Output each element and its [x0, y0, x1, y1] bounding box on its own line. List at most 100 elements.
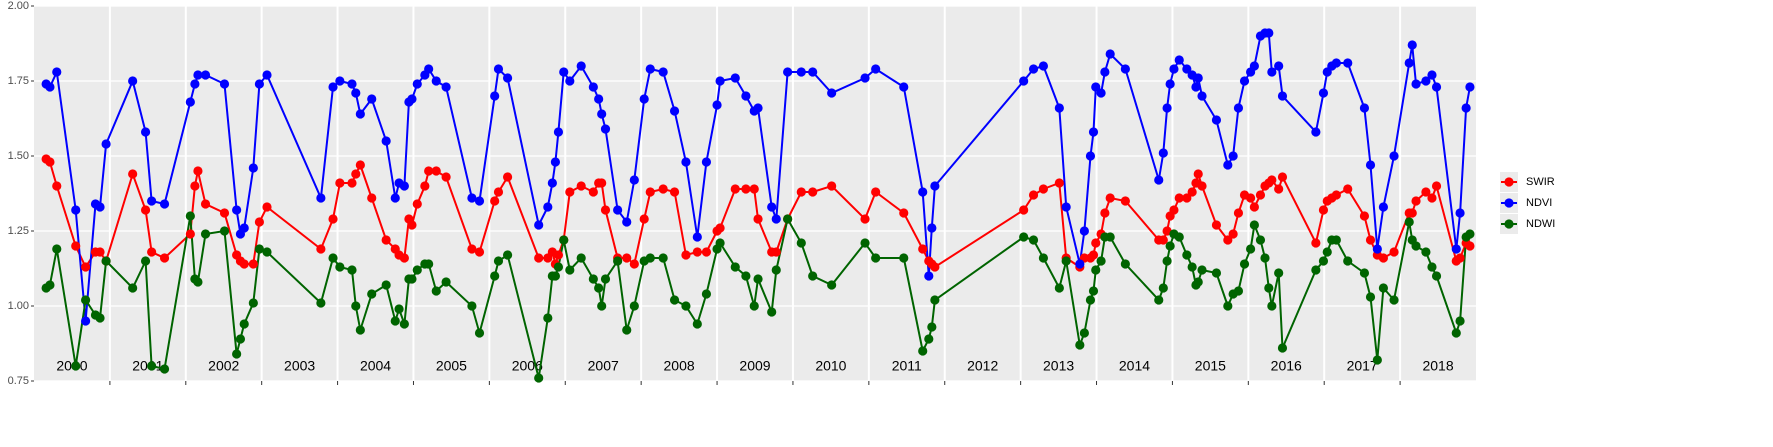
point [588, 187, 598, 197]
y-tick-label: 1.25 [8, 225, 29, 237]
point [1096, 88, 1106, 98]
y-tick-label: 1.50 [8, 150, 29, 162]
point [1311, 265, 1321, 275]
point [1182, 64, 1192, 74]
point [692, 319, 702, 329]
point [367, 289, 377, 299]
point [715, 238, 725, 248]
point [681, 250, 691, 260]
point [95, 202, 105, 212]
point [559, 235, 569, 245]
point [1182, 193, 1192, 203]
point [576, 253, 586, 263]
point [629, 301, 639, 311]
point [390, 316, 400, 326]
point [741, 184, 751, 194]
legend-label: NDWI [1526, 218, 1555, 230]
point [753, 274, 763, 284]
point [52, 244, 62, 254]
point [128, 283, 138, 293]
point [1228, 151, 1238, 161]
point [390, 193, 400, 203]
point [248, 298, 258, 308]
point [1331, 190, 1341, 200]
point [262, 202, 272, 212]
point [367, 94, 377, 104]
point [588, 274, 598, 284]
point [490, 196, 500, 206]
point [1378, 253, 1389, 263]
point [1318, 205, 1329, 215]
point [767, 202, 777, 212]
point [783, 214, 793, 224]
point [918, 244, 928, 254]
point [399, 181, 409, 191]
x-tick-label: 2007 [588, 358, 619, 374]
point [1451, 328, 1461, 338]
point [219, 208, 230, 218]
point [860, 73, 870, 83]
point [771, 214, 781, 224]
point [1162, 256, 1172, 266]
point [1343, 256, 1353, 266]
point [613, 205, 623, 215]
point [140, 127, 151, 137]
point [692, 232, 702, 242]
point [622, 325, 632, 335]
y-tick-label: 1.75 [8, 75, 29, 87]
point [658, 184, 668, 194]
point [543, 202, 553, 212]
point [550, 271, 560, 281]
point [1091, 82, 1101, 92]
point [1255, 235, 1266, 245]
point [553, 250, 564, 260]
point [335, 262, 345, 272]
point [467, 301, 477, 311]
point [783, 67, 793, 77]
point [1054, 178, 1064, 188]
point [367, 193, 377, 203]
point [1211, 268, 1222, 278]
point [715, 76, 725, 86]
point [1105, 193, 1115, 203]
point [490, 271, 500, 281]
point [502, 250, 513, 260]
point [355, 325, 365, 335]
point [1028, 64, 1039, 74]
y-tick-label: 0.75 [8, 375, 29, 387]
point [407, 274, 417, 284]
point [1372, 244, 1382, 254]
point [1359, 211, 1370, 221]
point [502, 73, 513, 83]
point [871, 64, 881, 74]
point [45, 280, 55, 290]
point [95, 313, 105, 323]
point [930, 181, 940, 191]
point [1096, 256, 1106, 266]
point [1404, 58, 1414, 68]
point [219, 226, 230, 236]
point [347, 265, 357, 275]
point [622, 217, 632, 227]
point [441, 172, 451, 182]
point [474, 247, 485, 257]
point [1038, 61, 1048, 71]
point [1233, 103, 1244, 113]
point [328, 214, 338, 224]
point [1322, 247, 1332, 257]
point [899, 82, 909, 92]
point [1318, 256, 1329, 266]
point [669, 187, 680, 197]
point [645, 64, 655, 74]
point [1028, 190, 1039, 200]
point [381, 280, 391, 290]
point [594, 283, 604, 293]
point [827, 181, 837, 191]
point [1431, 181, 1442, 191]
point [316, 193, 326, 203]
point [407, 220, 417, 230]
point [335, 178, 345, 188]
x-tick-label: 2008 [664, 358, 695, 374]
point [808, 187, 818, 197]
